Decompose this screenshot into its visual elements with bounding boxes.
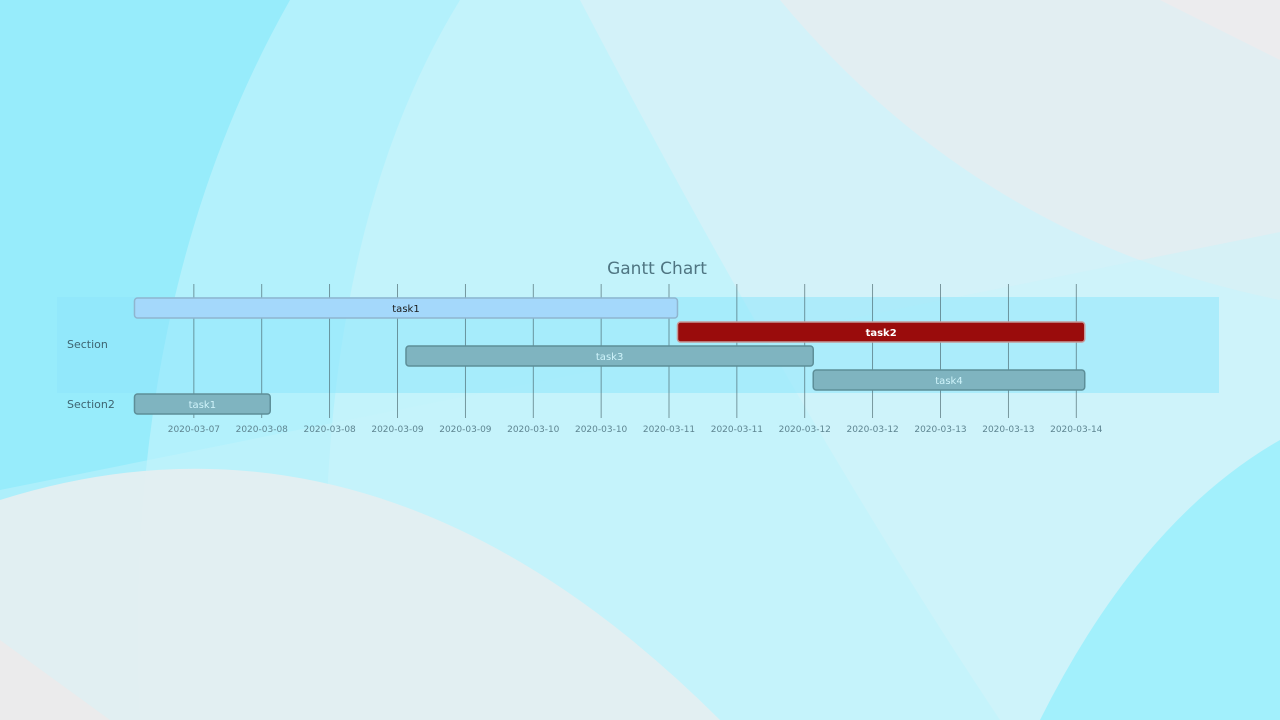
task-bar-task1	[133, 393, 271, 415]
x-tick-label: 2020-03-12	[779, 425, 831, 435]
task-bar-task1	[133, 297, 679, 319]
section-label: Section2	[67, 398, 115, 411]
x-tick-label: 2020-03-13	[982, 425, 1034, 435]
task-label: task1	[392, 304, 419, 315]
x-tick-label: 2020-03-11	[711, 425, 763, 435]
task-label: task4	[935, 376, 962, 387]
x-tick-label: 2020-03-13	[914, 425, 966, 435]
task-label: task2	[866, 328, 897, 339]
x-tick-label: 2020-03-07	[168, 425, 220, 435]
x-tick-label: 2020-03-12	[846, 425, 898, 435]
x-tick-label: 2020-03-08	[303, 425, 356, 435]
task-bars: task1 task2 task3 task4 task1	[133, 297, 1086, 415]
x-tick-label: 2020-03-09	[371, 425, 424, 435]
task-label: task1	[189, 400, 216, 411]
x-tick-label: 2020-03-08	[236, 425, 289, 435]
task-bar-task2	[676, 321, 1086, 343]
x-tick-label: 2020-03-10	[507, 425, 560, 435]
axis-tick-labels: 2020-03-07 2020-03-08 2020-03-08 2020-03-09…	[168, 425, 1103, 435]
section-labels: Section Section2	[67, 338, 115, 411]
section-label: Section	[67, 338, 108, 351]
x-tick-label: 2020-03-11	[643, 425, 695, 435]
x-tick-label: 2020-03-14	[1050, 425, 1103, 435]
chart-title: Gantt Chart	[607, 259, 707, 279]
x-tick-label: 2020-03-10	[575, 425, 628, 435]
task-label: task3	[596, 352, 623, 363]
x-tick-label: 2020-03-09	[439, 425, 492, 435]
task-bar-task4	[812, 369, 1086, 391]
task-bar-task3	[405, 345, 814, 367]
